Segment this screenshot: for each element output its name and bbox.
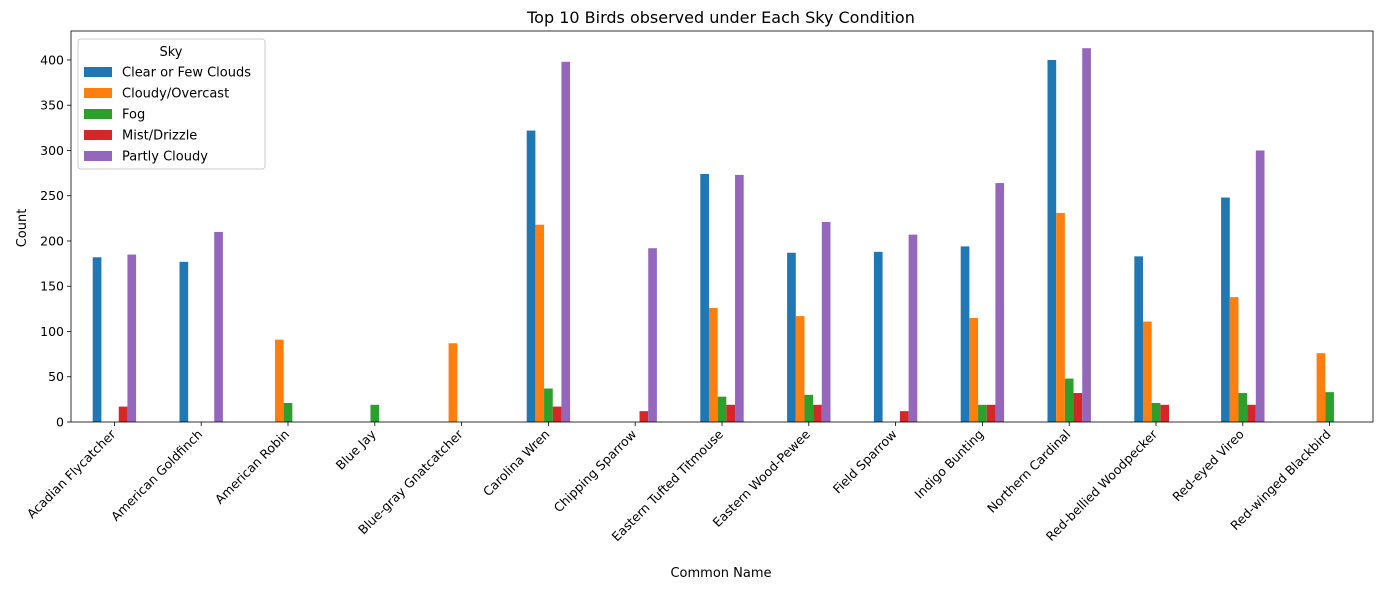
bar: [544, 388, 553, 422]
bar: [735, 174, 744, 422]
legend-entry: Cloudy/Overcast: [122, 87, 229, 102]
bar: [804, 394, 814, 422]
bar: [214, 231, 223, 422]
bar: [1073, 393, 1083, 422]
bar: [1047, 59, 1057, 423]
bar: [813, 404, 822, 422]
bar: [1064, 378, 1074, 422]
bar: [1255, 150, 1265, 422]
bar: [717, 396, 727, 422]
y-tick-label: 300: [40, 143, 64, 158]
bar: [1247, 404, 1256, 422]
plot-frame: [70, 30, 1374, 423]
x-tick-label: Acadian Flycatcher: [24, 426, 119, 521]
legend-entry: Partly Cloudy: [122, 150, 208, 165]
legend-entry: Mist/Drizzle: [122, 129, 197, 144]
x-tick-label: American Goldfinch: [108, 427, 205, 524]
x-tick-label: Indigo Bunting: [911, 427, 986, 502]
x-axis-label: Common Name: [670, 566, 771, 581]
bar: [1082, 48, 1091, 422]
bar: [1160, 404, 1170, 422]
plot-area: [92, 48, 1334, 423]
legend-swatch: [84, 88, 112, 98]
x-tick-label: Field Sparrow: [830, 427, 900, 497]
y-tick-label: 200: [40, 233, 64, 248]
bar: [986, 404, 996, 422]
bar: [1056, 212, 1065, 422]
y-axis-label: Count: [15, 209, 30, 248]
bar: [552, 406, 562, 422]
bar: [1151, 402, 1161, 422]
bar: [708, 307, 718, 422]
bar: [821, 221, 831, 422]
bar: [873, 251, 883, 422]
bar: [535, 224, 545, 422]
y-tick-label: 0: [56, 415, 64, 430]
bar: [726, 404, 736, 422]
bar: [795, 316, 805, 422]
bar: [969, 317, 979, 422]
bar: [127, 254, 137, 422]
legend-swatch: [84, 109, 112, 119]
bar: [179, 261, 189, 422]
y-tick-label: 250: [40, 188, 64, 203]
bar: [899, 411, 909, 422]
x-tick-label: Red-winged Blackbird: [1227, 427, 1333, 533]
x-tick-label: Red-eyed Vireo: [1169, 427, 1247, 505]
legend-swatch: [84, 130, 112, 140]
bar: [1229, 297, 1239, 422]
bar: [448, 343, 458, 422]
y-tick-label: 400: [40, 52, 64, 67]
bar: [1325, 392, 1334, 422]
bar: [1238, 393, 1248, 422]
bar: [370, 404, 380, 422]
chart-title: Top 10 Birds observed under Each Sky Con…: [526, 8, 915, 27]
bar: [118, 406, 128, 422]
legend-title: Sky: [159, 45, 182, 60]
bar: [1316, 353, 1326, 422]
bar: [787, 252, 796, 422]
bar: [561, 61, 571, 423]
legend-swatch: [84, 67, 112, 77]
bar: [908, 234, 918, 422]
legend-entry: Clear or Few Clouds: [122, 66, 251, 81]
bar: [1142, 321, 1152, 422]
legend: Sky Clear or Few Clouds Cloudy/Overcast Fo…: [77, 38, 266, 170]
bar: [1134, 256, 1143, 422]
x-tick-label: Carolina Wren: [480, 427, 553, 500]
bar: [639, 411, 649, 422]
bar: [92, 257, 102, 422]
x-tick-label: Eastern Wood-Pewee: [710, 426, 814, 530]
legend-frame: [77, 38, 266, 170]
x-tick-label: Blue Jay: [333, 426, 380, 473]
bar: [648, 248, 657, 422]
bar: [960, 246, 970, 422]
y-tick-label: 350: [40, 98, 64, 113]
legend-swatch: [84, 151, 112, 161]
y-tick-label: 50: [48, 369, 64, 384]
x-tick-label: Chipping Sparrow: [551, 427, 640, 516]
bar: [1221, 197, 1230, 422]
bar: [283, 402, 293, 422]
x-tick-label: American Robin: [212, 427, 292, 507]
bar: [700, 174, 709, 422]
x-tick-label: Northern Cardinal: [984, 427, 1073, 516]
bar: [995, 183, 1005, 422]
y-tick-label: 150: [40, 279, 64, 294]
y-tick-label: 100: [40, 324, 64, 339]
bar: [274, 339, 284, 422]
bar: [978, 404, 987, 422]
legend-entry: Fog: [122, 108, 145, 123]
bar: [526, 130, 536, 422]
y-axis: 0 50 100 150 200 250 300 350 400: [40, 52, 71, 430]
